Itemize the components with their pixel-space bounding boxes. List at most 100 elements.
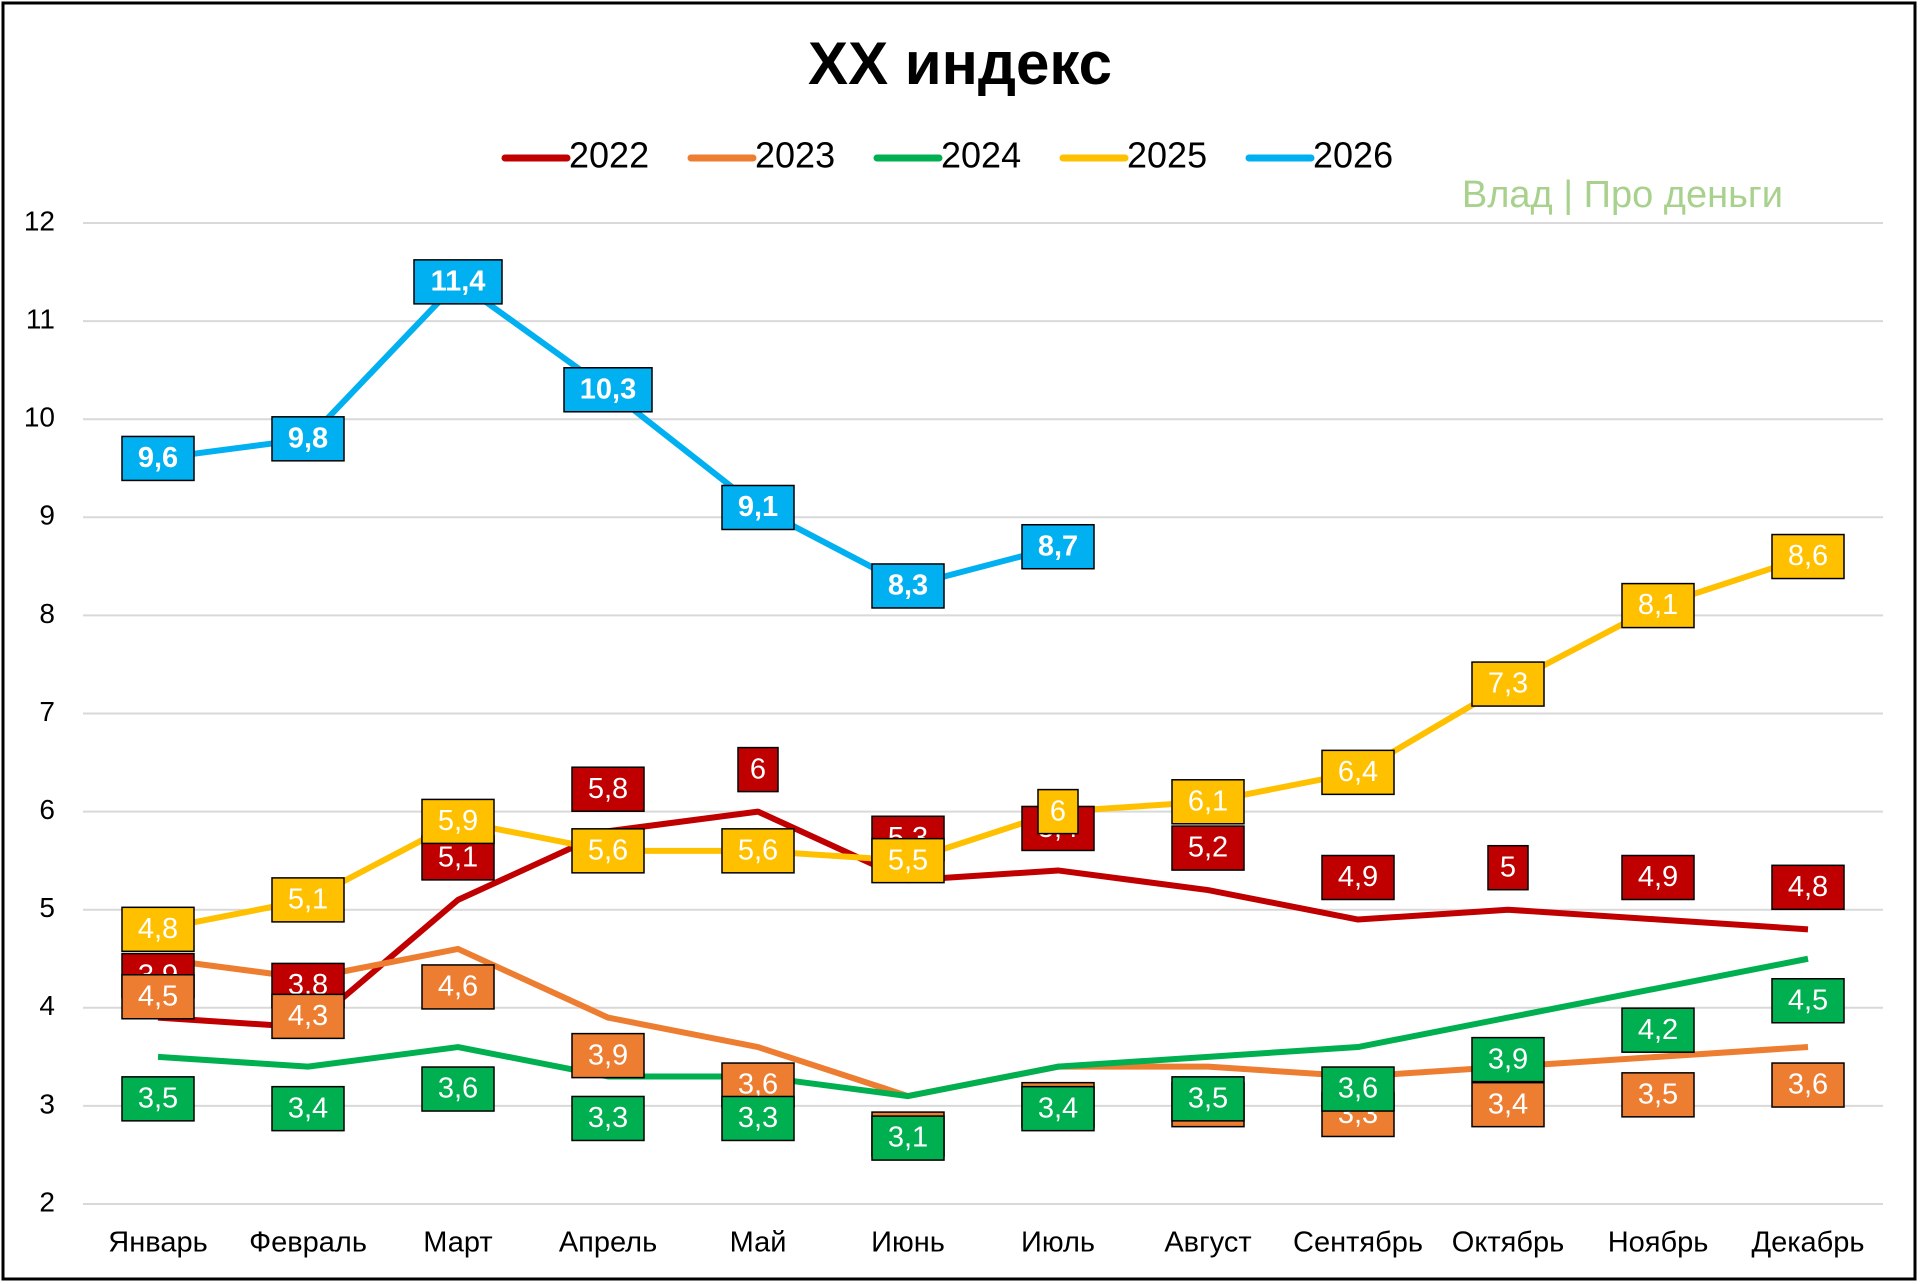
data-label: 3,4	[1038, 1092, 1078, 1124]
data-label: 8,1	[1638, 589, 1678, 621]
data-label: 3,3	[738, 1102, 778, 1134]
data-label-box	[1471, 661, 1545, 707]
data-label: 5,1	[288, 884, 328, 916]
data-label: 4,8	[1788, 871, 1828, 903]
data-label: 3,1	[888, 1122, 928, 1154]
data-label-box	[1771, 533, 1845, 580]
data-label-box	[1321, 1066, 1395, 1112]
data-label: 3,5	[1638, 1079, 1678, 1111]
data-label: 8,6	[1788, 540, 1828, 572]
x-tick-label: Май	[730, 1227, 787, 1259]
legend-label: 2024	[941, 135, 1021, 176]
data-label: 5,9	[438, 805, 478, 837]
data-label: 3,5	[138, 1083, 178, 1115]
data-label: 8,3	[888, 570, 928, 602]
x-tick-label: Август	[1164, 1227, 1251, 1259]
data-label-box	[721, 828, 795, 874]
x-tick-label: Сентябрь	[1293, 1227, 1423, 1259]
data-label: 7,3	[1488, 668, 1528, 700]
data-label-box	[1171, 779, 1245, 825]
data-label: 5,6	[738, 834, 778, 866]
data-label-box	[871, 837, 945, 884]
data-label: 5,5	[888, 844, 928, 876]
data-label-box	[1487, 844, 1529, 891]
data-label: 4,8	[138, 913, 178, 945]
y-tick-label: 10	[24, 402, 55, 433]
y-tick-label: 6	[39, 794, 55, 825]
data-label: 3,9	[588, 1039, 628, 1071]
data-label-box	[421, 964, 495, 1010]
x-tick-label: Октябрь	[1452, 1227, 1564, 1259]
data-label: 4,9	[1638, 861, 1678, 893]
data-label-box	[1621, 582, 1695, 629]
data-label: 6,4	[1338, 756, 1378, 788]
data-label: 9,8	[288, 422, 328, 454]
series-line	[157, 808, 1809, 1031]
x-tick-label: Декабрь	[1751, 1227, 1864, 1259]
data-label-box	[1771, 978, 1845, 1024]
data-label-box	[871, 563, 945, 609]
data-label-box	[1621, 1007, 1695, 1053]
data-label: 3,6	[1788, 1069, 1828, 1101]
y-tick-label: 5	[39, 892, 55, 923]
data-label: 10,3	[580, 373, 636, 405]
data-label-box	[721, 1095, 795, 1142]
data-label: 4,5	[138, 980, 178, 1012]
data-label-box	[571, 828, 645, 874]
data-label: 5	[1500, 851, 1516, 883]
data-label-box	[271, 416, 345, 462]
data-label: 4,9	[1338, 861, 1378, 893]
data-label-box	[271, 877, 345, 923]
data-label: 4,6	[438, 971, 478, 1003]
data-label: 11,4	[431, 266, 486, 298]
data-label: 3,6	[438, 1073, 478, 1105]
data-label: 3,6	[738, 1069, 778, 1101]
data-label-box	[1771, 864, 1845, 911]
legend-label: 2022	[569, 135, 649, 176]
data-label-box	[1321, 854, 1395, 901]
data-label: 4,3	[288, 1000, 328, 1032]
data-label: 4,2	[1638, 1014, 1678, 1046]
data-label: 5,8	[588, 773, 628, 805]
data-label: 3,5	[1188, 1083, 1228, 1115]
y-tick-label: 7	[39, 696, 55, 727]
data-label-box	[571, 766, 645, 812]
x-tick-label: Ноябрь	[1608, 1227, 1709, 1259]
data-label-box	[271, 993, 345, 1040]
data-label-box	[1021, 1085, 1095, 1132]
data-label-box	[1321, 749, 1395, 796]
data-label-box	[413, 259, 503, 305]
data-label-box	[421, 798, 495, 845]
data-label-box	[1171, 825, 1245, 871]
y-tick-label: 8	[39, 598, 55, 629]
y-tick-label: 9	[39, 500, 55, 531]
legend-label: 2026	[1313, 135, 1393, 176]
data-label: 6,1	[1188, 785, 1228, 817]
data-label-box	[1621, 1072, 1695, 1118]
data-label-box	[571, 1032, 645, 1079]
data-label-box	[1771, 1062, 1845, 1108]
data-label: 3,6	[1338, 1073, 1378, 1105]
data-label: 9,6	[138, 442, 178, 474]
data-label-box	[1171, 1076, 1245, 1122]
data-label-box	[1037, 788, 1079, 835]
x-tick-label: Февраль	[249, 1227, 367, 1259]
data-label: 4,5	[1788, 984, 1828, 1016]
x-tick-label: Июнь	[871, 1227, 945, 1259]
data-label-box	[121, 906, 195, 953]
data-label: 6	[750, 753, 766, 785]
data-label-box	[1021, 523, 1095, 570]
data-label: 5,1	[438, 842, 478, 874]
data-label: 6	[1050, 795, 1066, 827]
data-label-box	[121, 1076, 195, 1122]
y-tick-label: 12	[24, 205, 55, 236]
legend-label: 2023	[755, 135, 835, 176]
data-label-box	[721, 484, 795, 531]
y-tick-label: 2	[39, 1186, 55, 1217]
data-label: 5,6	[588, 834, 628, 866]
x-tick-label: Апрель	[559, 1227, 657, 1259]
y-tick-label: 4	[39, 990, 55, 1021]
data-label-box	[1471, 1081, 1545, 1128]
